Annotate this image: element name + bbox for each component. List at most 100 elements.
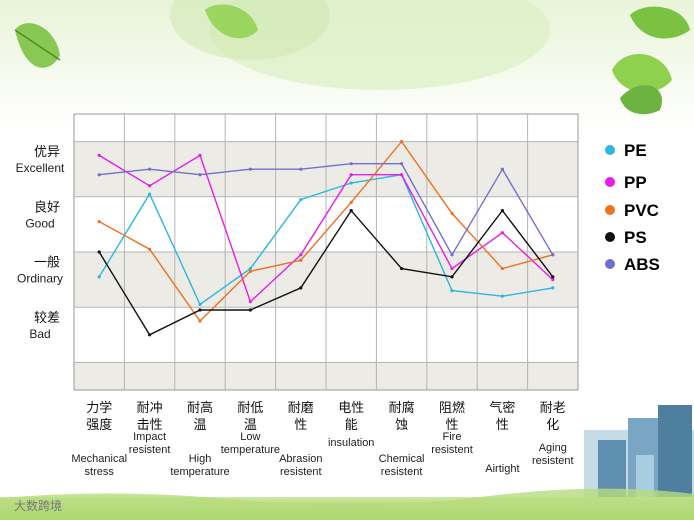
data-point-ps — [400, 266, 404, 271]
data-point-pe — [248, 266, 252, 271]
data-point-pe — [299, 197, 303, 202]
x-category-label-zh: 耐磨 — [288, 401, 314, 416]
x-category-label-en: resistent — [280, 466, 322, 478]
x-category-label-en: Fire — [443, 431, 462, 443]
y-level-label-en: Good — [25, 216, 54, 230]
y-level-label-en: Excellent — [16, 161, 65, 175]
x-category-label-en: Low — [240, 431, 260, 443]
data-point-abs — [349, 162, 353, 166]
data-point-pp — [299, 253, 303, 257]
data-point-abs — [450, 253, 454, 257]
data-point-ps — [500, 209, 504, 213]
x-category-label-zh: 耐冲 — [137, 401, 163, 416]
x-axis-labels: 力学强度Mechanicalstress耐冲击性Impactresistent耐… — [71, 400, 573, 478]
series-line-pp — [98, 154, 554, 303]
data-point-pp — [500, 231, 504, 235]
x-category-label-en: resistent — [532, 455, 574, 467]
x-category-label-zh: 温 — [244, 418, 257, 433]
legend-label-pvc: PVC — [624, 201, 659, 220]
x-category-label-zh: 阻燃 — [439, 400, 465, 416]
legend-label-ps: PS — [624, 228, 647, 247]
x-category-label-zh: 耐腐 — [389, 401, 415, 416]
x-category-label-zh: 性 — [294, 418, 307, 433]
grid-lines — [74, 114, 578, 390]
series-line-pe — [98, 173, 553, 306]
data-point-ps — [450, 275, 454, 279]
leaf-icon — [612, 6, 690, 115]
x-category-label-zh: 耐高 — [187, 400, 213, 416]
x-category-label-zh: 能 — [345, 418, 358, 433]
y-level-label-en: Bad — [29, 327, 50, 341]
data-point-pp — [349, 173, 353, 177]
x-category-label-en: Mechanical — [71, 453, 127, 465]
data-point-abs — [198, 173, 202, 177]
x-category-label-zh: 蚀 — [395, 418, 408, 433]
data-point-pe — [551, 286, 555, 290]
data-point-abs — [400, 162, 404, 166]
x-category-label-en: Airtight — [485, 463, 519, 475]
legend-marker-abs — [605, 259, 615, 269]
x-category-label-en: temperature — [170, 466, 229, 478]
data-point-ps — [198, 308, 202, 312]
x-category-label-en: High — [189, 453, 212, 465]
data-point-pe — [97, 275, 101, 279]
data-point-abs — [551, 253, 555, 257]
x-category-label-zh: 温 — [193, 418, 206, 433]
y-level-label-zh: 优异 — [34, 145, 60, 160]
data-point-pvc — [148, 247, 152, 251]
data-point-pvc — [198, 319, 202, 323]
data-point-ps — [248, 308, 252, 312]
data-point-pe — [450, 289, 454, 293]
series-line-abs — [99, 162, 554, 257]
data-point-abs — [299, 167, 303, 171]
x-category-label-zh: 耐老 — [540, 401, 566, 416]
x-category-label-en: resistent — [431, 444, 473, 456]
data-point-pp — [198, 153, 202, 157]
data-point-abs — [97, 173, 101, 177]
data-point-pp — [551, 278, 555, 282]
data-point-pe — [148, 192, 152, 196]
x-category-label-zh: 电性 — [338, 401, 364, 416]
legend-label-abs: ABS — [624, 255, 660, 274]
x-category-label-en: stress — [85, 466, 115, 478]
data-point-pvc — [450, 211, 454, 215]
data-point-ps — [148, 333, 152, 337]
y-level-label-en: Ordinary — [17, 272, 63, 286]
brand-watermark: 大数跨境 — [14, 498, 62, 513]
series-lines — [97, 140, 555, 337]
data-point-ps — [551, 275, 555, 279]
data-point-pp — [450, 266, 454, 271]
data-point-pe — [500, 294, 504, 298]
data-point-pp — [148, 184, 152, 188]
legend-label-pe: PE — [624, 141, 647, 160]
data-point-pvc — [248, 269, 252, 273]
leaf-icon — [205, 4, 258, 39]
data-point-pvc — [97, 220, 101, 224]
legend-marker-ps — [605, 232, 615, 242]
data-point-pvc — [500, 266, 504, 271]
x-category-label-zh: 强度 — [86, 417, 112, 433]
data-point-pe — [349, 181, 353, 185]
data-point-pp — [248, 300, 252, 304]
data-point-pe — [198, 302, 202, 307]
x-category-label-en: Abrasion — [279, 453, 322, 465]
data-point-ps — [97, 250, 101, 254]
y-level-label-zh: 一般 — [34, 255, 60, 271]
series-line-ps — [98, 209, 554, 336]
x-category-label-en: resistent — [129, 444, 171, 456]
x-category-label-zh: 性 — [496, 418, 509, 433]
legend-marker-pe — [605, 145, 615, 155]
x-category-label-en: Aging — [539, 442, 567, 454]
y-level-label-zh: 良好 — [34, 199, 60, 215]
x-category-label-en: resistent — [381, 466, 423, 478]
data-point-pvc — [299, 258, 303, 262]
y-level-label-zh: 较差 — [34, 311, 60, 326]
data-point-ps — [299, 286, 303, 290]
x-category-label-zh: 耐低 — [237, 401, 263, 416]
data-point-abs — [148, 167, 152, 171]
x-category-label-zh: 击性 — [137, 418, 163, 433]
data-point-ps — [349, 209, 353, 213]
data-point-abs — [248, 167, 252, 171]
